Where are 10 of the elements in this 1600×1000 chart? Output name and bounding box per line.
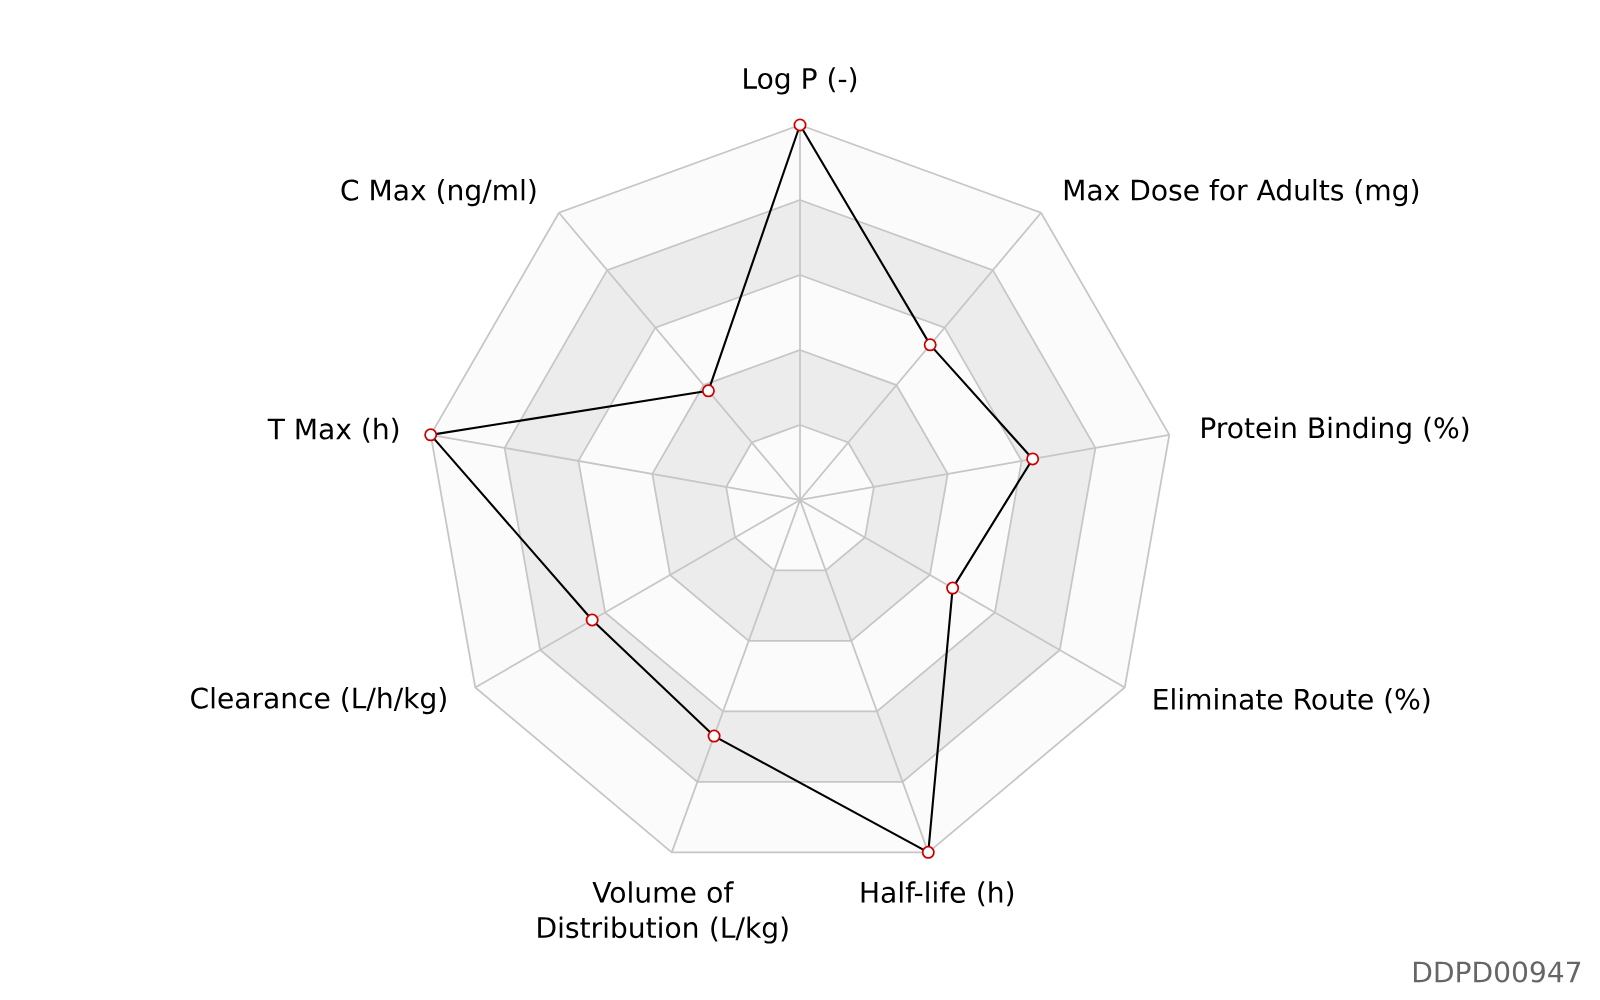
- spoke-label: Clearance (L/h/kg): [191, 687, 446, 715]
- spoke-label: Half-life (h): [861, 881, 1014, 907]
- spoke-label: Volume of Distribution (L/kg): [538, 881, 788, 944]
- spoke-label: T Max (h): [267, 417, 399, 443]
- text: DDPD00947: [1414, 961, 1581, 983]
- spoke-label: Protein Binding (%): [1202, 416, 1469, 444]
- spoke-label: Max Dose for Adults (mg): [1064, 179, 1419, 207]
- spoke-label: Eliminate Route (%): [1154, 688, 1430, 714]
- spoke-label: Log P (-): [744, 67, 857, 95]
- spoke-label: C Max (ng/ml): [341, 179, 536, 207]
